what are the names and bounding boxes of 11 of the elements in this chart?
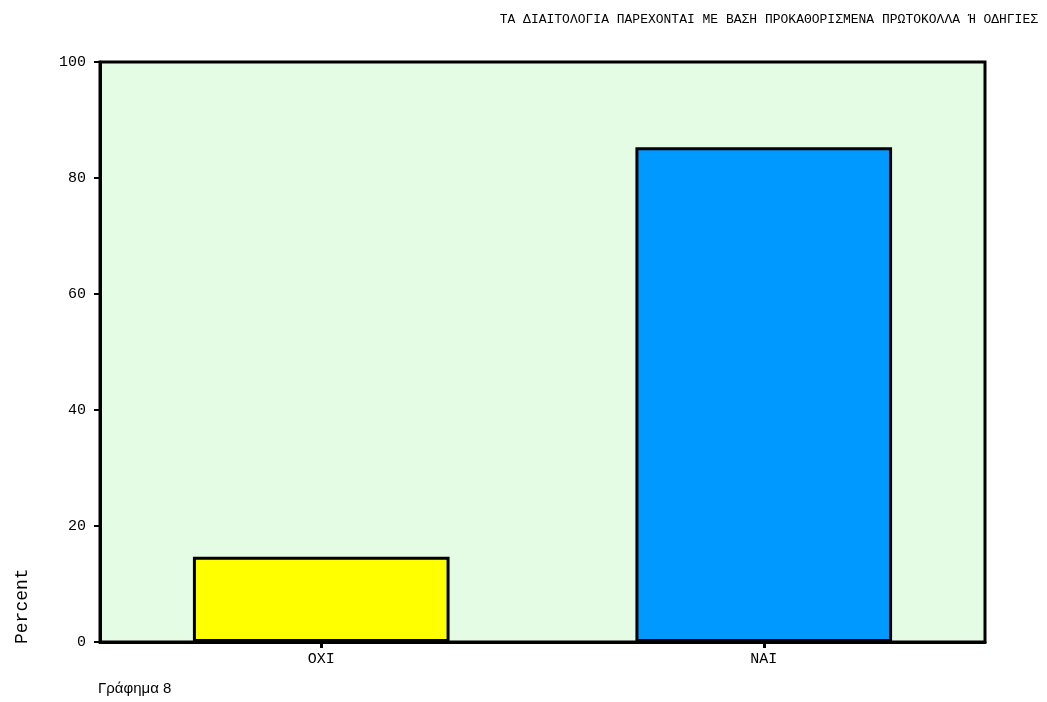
chart-title: ΤΑ ΔΙΑΙΤΟΛΟΓΙΑ ΠΑΡΕΧΟΝΤΑΙ ΜΕ ΒΑΣΗ ΠΡΟΚΑΘΟΡΙΣΜΕΝΑ ΠΡΩΤΟΚΟΛΛΑ Ή ΟΔΗΓΙΕΣ: [499, 12, 1039, 27]
text: Γράφημα 8: [98, 679, 172, 696]
y-tick-label: 40: [67, 401, 86, 419]
y-tick-label: 80: [67, 169, 86, 187]
y-tick-label: 0: [76, 633, 86, 651]
y-tick-label: 100: [58, 53, 86, 71]
x-tick-label: ΟΧΙ: [307, 651, 335, 668]
y-tick-label: 20: [67, 517, 86, 535]
y-tick-label: 60: [67, 285, 86, 303]
y-axis-title: Percent: [12, 568, 32, 644]
x-tick-label: ΝΑΙ: [750, 651, 778, 668]
